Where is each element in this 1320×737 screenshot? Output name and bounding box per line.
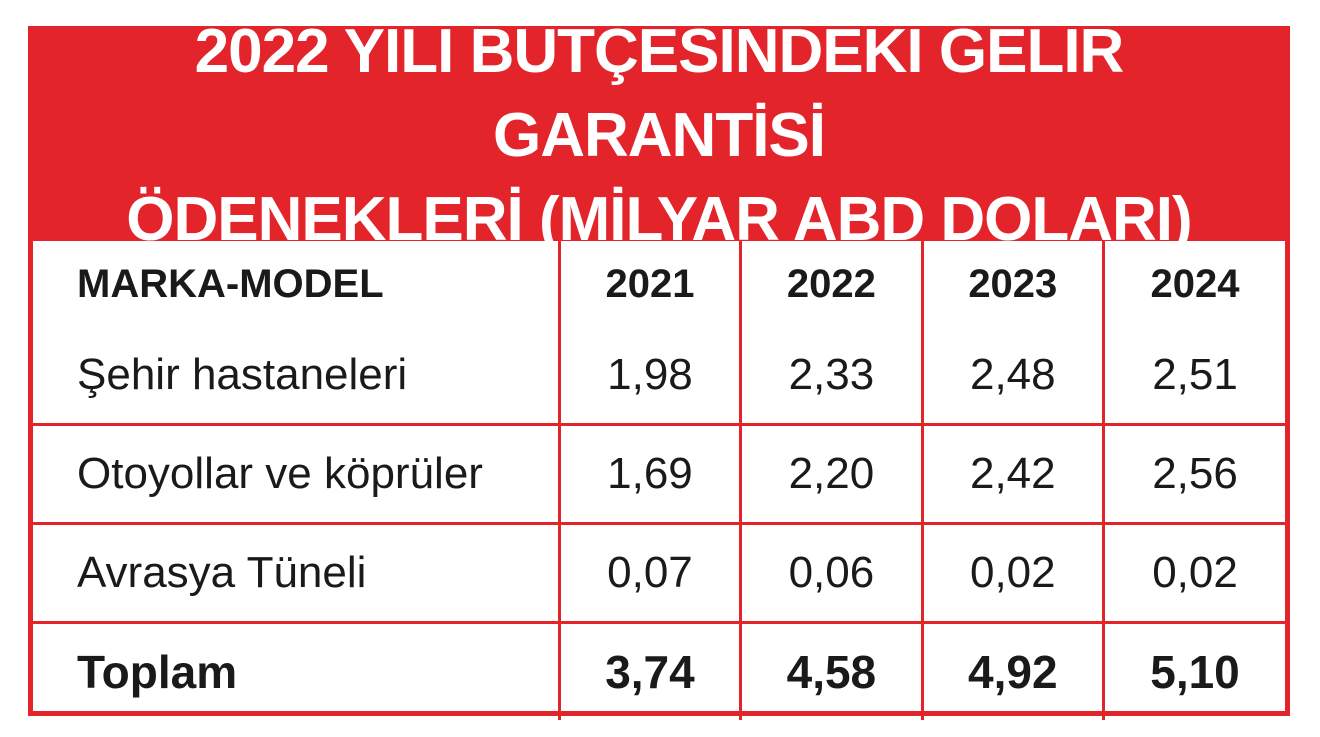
- table-cell: 2,20: [740, 424, 924, 525]
- table-cell: 2,56: [1103, 424, 1285, 525]
- header-row: MARKA-MODEL 2021 2022 2023 2024: [33, 241, 1285, 327]
- row-label: Otoyollar ve köprüler: [33, 424, 561, 525]
- table-cell: 1,98: [559, 327, 743, 426]
- data-table: MARKA-MODEL 2021 2022 2023 2024 Şehir ha…: [33, 241, 1285, 720]
- total-row: Toplam 3,74 4,58 4,92 5,10: [33, 622, 1285, 720]
- table-row: Şehir hastaneleri 1,98 2,33 2,48 2,51: [33, 327, 1285, 426]
- title-banner: 2022 YILI BÜTÇESİNDEKİ GELİR GARANTİSİ Ö…: [33, 17, 1285, 254]
- table-cell: 0,06: [740, 523, 924, 624]
- column-header-2022: 2022: [740, 241, 924, 327]
- column-header-2021: 2021: [559, 241, 743, 327]
- table-frame: 2022 YILI BÜTÇESİNDEKİ GELİR GARANTİSİ Ö…: [28, 17, 1290, 720]
- table-cell: 0,02: [1103, 523, 1285, 624]
- table-cell: 1,69: [559, 424, 743, 525]
- table-row: Avrasya Tüneli 0,07 0,06 0,02 0,02: [33, 523, 1285, 624]
- row-label: Avrasya Tüneli: [33, 523, 561, 624]
- table-cell: 2,48: [922, 327, 1106, 426]
- column-header-label: MARKA-MODEL: [33, 241, 561, 327]
- total-label: Toplam: [33, 622, 561, 720]
- column-header-2023: 2023: [922, 241, 1106, 327]
- table-cell: 2,42: [922, 424, 1106, 525]
- column-header-2024: 2024: [1150, 261, 1240, 306]
- table-cell: 2,51: [1103, 327, 1285, 426]
- row-label: Şehir hastaneleri: [33, 327, 561, 426]
- table-cell: 0,07: [559, 523, 743, 624]
- total-cell: 3,74: [559, 622, 743, 720]
- title-line-1: 2022 YILI BÜTÇESİNDEKİ GELİR GARANTİSİ: [194, 17, 1125, 170]
- table-cell: 2,33: [740, 327, 924, 426]
- table-cell: 0,02: [922, 523, 1106, 624]
- total-cell: 4,92: [922, 622, 1106, 720]
- total-cell: 4,58: [740, 622, 924, 720]
- total-cell: 5,10: [1150, 646, 1240, 698]
- table-row: Otoyollar ve köprüler 1,69 2,20 2,42 2,5…: [33, 424, 1285, 525]
